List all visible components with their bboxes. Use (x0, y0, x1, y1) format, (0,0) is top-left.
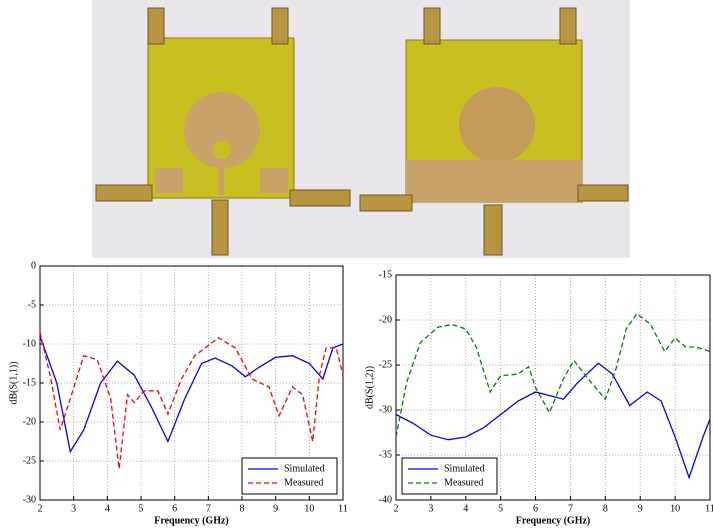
x-tick-label: 8 (240, 503, 245, 514)
x-tick-label: 3 (71, 503, 76, 514)
y-tick-label: -25 (379, 359, 392, 370)
photo (92, 0, 630, 258)
x-tick-label: 5 (498, 503, 503, 514)
x-tick-label: 9 (273, 503, 278, 514)
x-tick-label: 2 (394, 503, 399, 514)
y-tick-label: -25 (23, 455, 36, 466)
x-tick-label: 2 (38, 503, 43, 514)
x-axis-label: Frequency (GHz) (154, 515, 229, 526)
y-tick-label: -20 (379, 314, 392, 325)
y-tick-label: -30 (379, 404, 392, 415)
legend-label: Measured (284, 477, 323, 488)
patch (184, 92, 260, 168)
ground-strip (406, 160, 582, 202)
y-tick-label: -20 (23, 416, 36, 427)
pad (155, 168, 183, 193)
connectors (95, 7, 629, 256)
series-line (395, 362, 711, 480)
y-tick-label: -5 (28, 299, 36, 310)
x-tick-label: 4 (463, 503, 468, 514)
x-tick-label: 7 (568, 503, 573, 514)
x-tick-label: 10 (304, 503, 314, 514)
y-tick-label: -35 (379, 449, 392, 460)
x-tick-label: 8 (603, 503, 608, 514)
y-tick-label: -15 (379, 269, 392, 280)
legend-label: Measured (444, 477, 483, 488)
feed-line (218, 160, 224, 195)
x-tick-label: 3 (428, 503, 433, 514)
legend-label: Simulated (444, 463, 485, 474)
x-tick-label: 5 (139, 503, 144, 514)
x-tick-label: 7 (206, 503, 211, 514)
y-tick-label: -30 (23, 494, 36, 505)
x-tick-label: 11 (338, 503, 348, 514)
slot (213, 141, 231, 159)
plot-frame (39, 265, 344, 501)
legend-box (401, 457, 498, 495)
x-tick-label: 6 (172, 503, 177, 514)
ground-disc (459, 87, 535, 163)
series-line (39, 332, 344, 469)
x-axis-label: Frequency (GHz) (516, 515, 591, 526)
y-tick-label: -10 (23, 338, 36, 349)
x-tick-label: 11 (705, 503, 713, 514)
legend-label: Simulated (284, 463, 325, 474)
y-tick-label: -40 (379, 494, 392, 505)
x-tick-label: 9 (638, 503, 643, 514)
series-line (395, 312, 711, 438)
x-tick-label: 6 (533, 503, 538, 514)
pad (260, 168, 288, 193)
y-axis-label: dB(S(1,1)) (8, 361, 19, 404)
series-line (39, 335, 344, 454)
x-tick-label: 4 (105, 503, 110, 514)
y-axis-label: dB(S(1,2)) (364, 366, 375, 409)
x-tick-label: 10 (670, 503, 680, 514)
y-tick-label: 0 (31, 260, 36, 271)
plot-frame (395, 274, 711, 501)
legend-box (241, 457, 338, 495)
y-tick-label: -15 (23, 377, 36, 388)
